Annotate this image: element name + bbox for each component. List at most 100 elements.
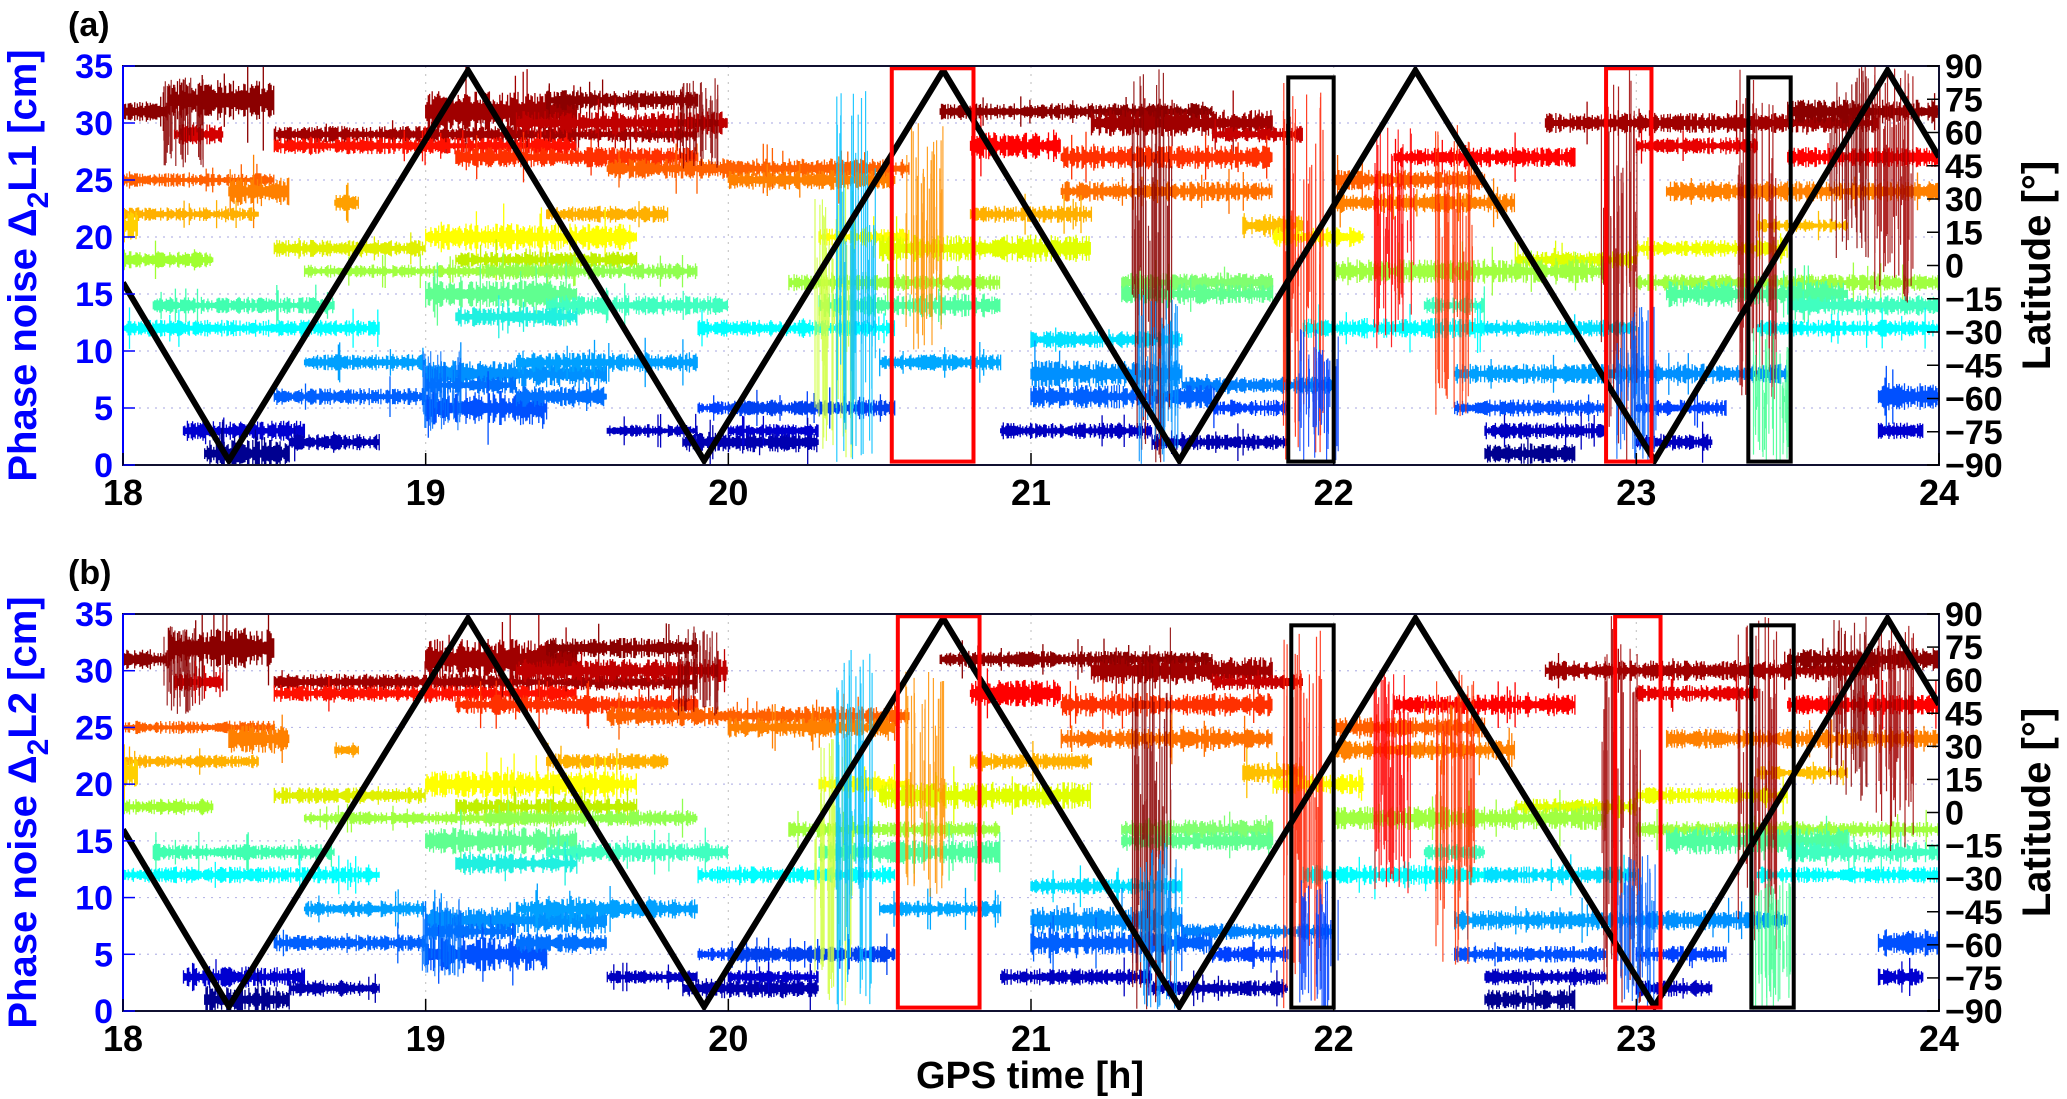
y-label-text: Phase noise Δ [1,208,45,481]
noise-segment [123,208,138,243]
right-y-tick-label: 15 [1945,214,1983,252]
latitude-line [123,66,1939,465]
right-y-tick-label: −90 [1945,447,2003,485]
noise-segment [546,742,669,781]
noise-segment [1877,957,1924,996]
noise-segment [969,193,1093,235]
y-tick-label: 0 [94,447,113,485]
x-axis-label: GPS time [h] [916,1055,1144,1097]
panel-label: (a) [68,6,110,44]
noise-traces [123,66,1939,465]
noise-segment [455,680,699,730]
noise-segment [1484,437,1576,465]
x-tick-label: 18 [103,1018,143,1059]
noise-segment [1484,981,1576,1011]
noise-segment [969,115,1061,177]
right-y-tick-label: −75 [1945,414,2003,452]
noise-segment [1000,414,1153,447]
noise-segment [123,240,214,279]
noise-burst [1137,294,1179,464]
right-y-tick-label: −60 [1945,381,2003,419]
noise-segment [425,261,578,327]
x-tick-label: 18 [103,472,143,513]
noise-segment [288,423,380,462]
noise-segment [123,746,259,777]
y-label-subscript: 2 [22,192,55,209]
highlight-box-red [1604,66,1654,464]
noise-segment [546,283,729,328]
left-y-axis-label: Phase noise Δ2L2 [cm] [1,596,55,1028]
highlight-box-red [889,66,976,464]
noise-segment [334,742,359,759]
noise-segment [1454,394,1607,422]
noise-burst [905,671,946,897]
noise-segment [123,649,168,670]
noise-burst [1299,880,1339,1010]
highlight-box-red [1613,614,1663,1010]
noise-burst [421,351,462,431]
noise-burst [1873,625,1914,851]
x-tick-label: 24 [1919,472,1959,513]
y-label-text: L2 [cm] [1,596,45,738]
y-tick-label: 35 [75,596,113,634]
highlight-box-black [1286,75,1336,464]
noise-segment [273,922,426,964]
noise-burst [1298,329,1339,465]
noise-burst [163,626,204,714]
noise-burst [1874,66,1914,303]
noise-burst [835,650,873,1011]
noise-burst [1435,125,1473,417]
y-tick-label: 10 [75,880,113,918]
right-y-tick-label: −15 [1945,828,2003,866]
right-y-tick-label: 60 [1945,662,1983,700]
noise-burst [1373,671,1411,894]
right-y-tick-label: −30 [1945,314,2003,352]
noise-segment [1060,680,1273,730]
noise-segment [1060,168,1273,214]
noise-burst [677,78,719,169]
noise-segment [485,798,698,838]
noise-segment [123,92,168,131]
noise-segment [123,798,214,816]
noise-burst [836,91,876,462]
y-tick-label: 30 [75,653,113,691]
noise-segment [515,382,607,411]
noise-burst [1131,69,1173,463]
noise-segment [1877,365,1939,428]
right-y-tick-label: −60 [1945,927,2003,965]
noise-segment [1635,227,1788,270]
y-tick-label: 30 [75,105,113,143]
right-y-axis-label: Latitude [°] [2015,161,2059,370]
noise-segment [123,744,138,802]
right-y-axis-label: Latitude [°] [2015,708,2059,917]
x-tick-label: 19 [406,472,446,513]
right-y-tick-label: 45 [1945,695,1983,733]
noise-segment [1877,929,1939,957]
noise-segment [273,126,577,166]
noise-segment [879,887,1002,930]
noise-segment [455,841,578,886]
noise-segment [455,132,699,183]
right-y-tick-label: 75 [1945,629,1983,667]
x-tick-label: 24 [1919,1018,1959,1059]
noise-segment [228,154,290,229]
noise-segment [546,827,729,877]
x-tick-label: 20 [708,472,748,513]
right-y-tick-label: 75 [1945,81,1983,119]
noise-burst [1828,616,1868,801]
x-tick-label: 22 [1314,472,1354,513]
noise-segment [273,376,426,417]
y-tick-label: 5 [94,390,113,428]
noise-segment [1877,422,1924,440]
noise-segment [1090,90,1273,156]
noise-burst [421,898,461,977]
noise-segment [123,200,259,229]
noise-segment [1060,131,1273,183]
y-tick-label: 20 [75,219,113,257]
y-tick-label: 10 [75,333,113,371]
noise-segment [1484,412,1607,450]
panel-label: (b) [68,554,111,592]
